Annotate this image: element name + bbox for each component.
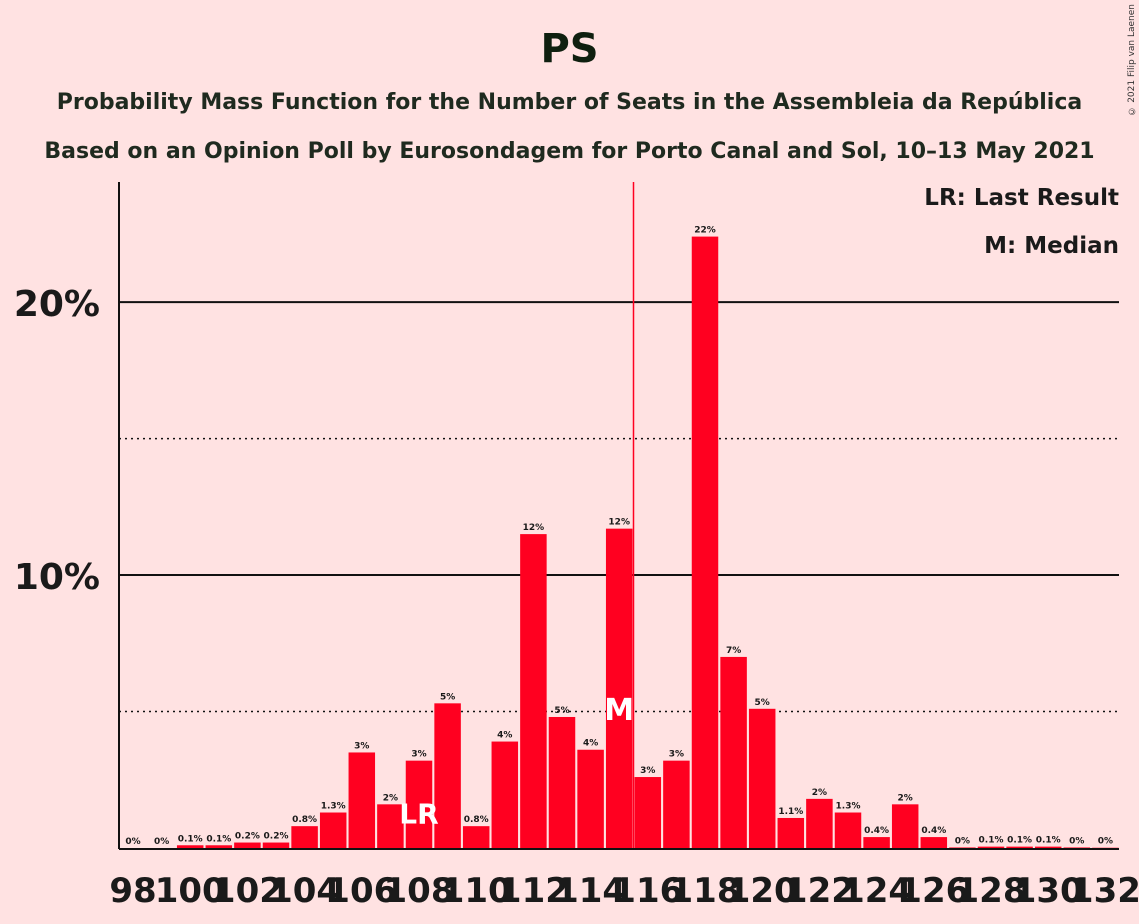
data-label: 22%: [694, 226, 716, 236]
data-label: 1.3%: [321, 802, 346, 812]
bar: [663, 760, 690, 848]
data-label: 3%: [354, 741, 369, 751]
x-tick-label: 132: [1070, 871, 1139, 911]
chart-title: PS: [540, 26, 599, 72]
data-labels: 0% 0% 0.1% 0.1% 0.2% 0.2%0.8%1.3%3%2%3%5%0.8%…: [125, 226, 1113, 847]
axes: 10%20%9810010210410610811011211411611812…: [14, 182, 1139, 911]
bar: [806, 798, 833, 848]
bar: [1006, 846, 1033, 848]
bar: [520, 534, 547, 848]
data-label: 0.4%: [921, 826, 946, 836]
bar: [634, 777, 662, 848]
x-tick-label: 106: [326, 871, 397, 911]
bar: [262, 842, 290, 848]
bar: [548, 716, 576, 848]
x-tick-label: 98: [109, 871, 156, 911]
data-label: 0%: [125, 837, 140, 847]
data-label: 0.1%: [979, 836, 1004, 846]
bar: [891, 804, 919, 848]
data-label: 1.1%: [778, 807, 803, 817]
data-label: 7%: [726, 646, 741, 656]
median-marker: M: [604, 693, 634, 728]
x-tick-label: 108: [384, 871, 455, 911]
x-tick-label: 118: [670, 871, 741, 911]
chart-subtitle-line2: Based on an Opinion Poll by Eurosondagem…: [44, 139, 1095, 164]
data-label: 0.2%: [235, 832, 260, 842]
last-result-marker: LR: [399, 798, 438, 831]
bars: [176, 236, 1119, 849]
data-label: 3%: [640, 766, 655, 776]
bar: [834, 812, 862, 848]
bar: [176, 845, 204, 848]
x-tick-label: 102: [212, 871, 283, 911]
data-label: 0.1%: [206, 834, 231, 844]
data-label: 0%: [1069, 836, 1084, 846]
markers: M LR: [399, 182, 635, 848]
data-label: 0%: [154, 837, 169, 847]
x-tick-label: 130: [1013, 871, 1084, 911]
chart-subtitle-line1: Probability Mass Function for the Number…: [56, 90, 1083, 115]
x-tick-label: 126: [898, 871, 969, 911]
data-label: 12%: [523, 523, 545, 533]
data-label: 0.8%: [292, 815, 317, 825]
bar: [949, 847, 976, 848]
data-label: 0.1%: [1007, 836, 1032, 846]
x-tick-label: 116: [612, 871, 683, 911]
bar: [434, 703, 461, 848]
x-tick-label: 120: [727, 871, 798, 911]
data-label: 3%: [669, 750, 684, 760]
bar: [1063, 847, 1091, 848]
legend-median: M: Median: [984, 233, 1119, 259]
x-tick-label: 112: [498, 871, 569, 911]
data-label: 4%: [497, 731, 512, 741]
bar: [234, 842, 261, 848]
bar: [691, 236, 719, 849]
bar: [405, 760, 433, 848]
bar: [577, 749, 604, 848]
bar: [491, 741, 519, 848]
bar: [462, 826, 490, 848]
bar: [377, 804, 404, 848]
data-label: 0.1%: [1036, 836, 1061, 846]
data-label: 0%: [955, 836, 970, 846]
data-label: 5%: [440, 692, 455, 702]
legend-last-result: LR: Last Result: [924, 185, 1119, 211]
bar: [605, 528, 633, 848]
y-tick-label: 10%: [14, 557, 100, 598]
data-label: 0%: [1098, 837, 1113, 847]
bar: [748, 708, 776, 848]
x-tick-label: 122: [784, 871, 855, 911]
data-label: 0.2%: [264, 832, 289, 842]
data-label: 2%: [812, 788, 827, 798]
x-tick-label: 114: [555, 871, 626, 911]
bar: [319, 812, 347, 848]
data-label: 12%: [608, 518, 630, 528]
bar: [777, 817, 805, 848]
data-label: 5%: [755, 698, 770, 708]
x-tick-label: 128: [956, 871, 1027, 911]
data-label: 5%: [554, 706, 569, 716]
x-tick-label: 104: [269, 871, 340, 911]
x-tick-label: 100: [155, 871, 226, 911]
x-tick-label: 124: [841, 871, 912, 911]
y-tick-label: 20%: [14, 284, 100, 325]
bar: [1034, 846, 1062, 848]
bar: [291, 826, 318, 848]
bar: [348, 752, 376, 848]
bar: [863, 837, 890, 848]
bar: [977, 846, 1005, 848]
bar: [720, 656, 747, 848]
data-label: 0.1%: [178, 834, 203, 844]
bar: [920, 837, 948, 848]
data-label: 3%: [411, 750, 426, 760]
data-label: 0.4%: [864, 826, 889, 836]
data-label: 2%: [898, 793, 913, 803]
x-tick-label: 110: [441, 871, 512, 911]
bar: [205, 845, 233, 848]
data-label: 1.3%: [836, 802, 861, 812]
data-label: 2%: [383, 793, 398, 803]
data-label: 4%: [583, 739, 598, 749]
data-label: 0.8%: [464, 815, 489, 825]
